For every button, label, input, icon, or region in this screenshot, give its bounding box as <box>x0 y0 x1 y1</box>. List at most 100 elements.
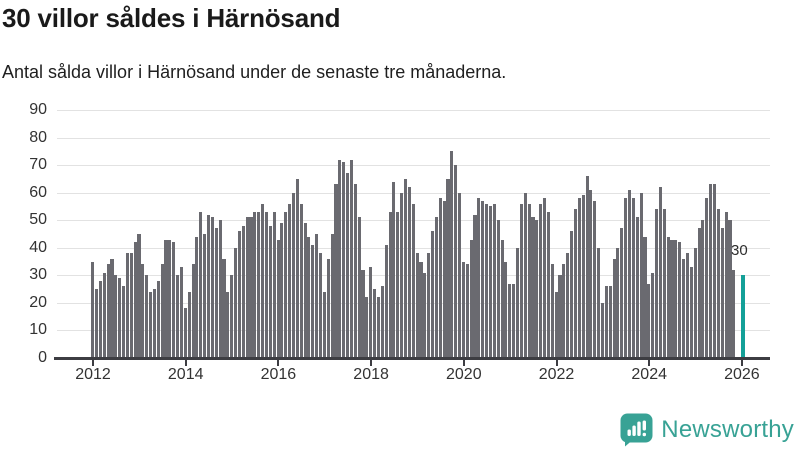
bar <box>666 236 670 358</box>
bar <box>612 258 616 358</box>
bar <box>311 245 315 358</box>
bar <box>149 291 153 358</box>
bar <box>512 283 516 358</box>
bar <box>369 267 373 358</box>
bar <box>349 159 353 358</box>
bar <box>342 162 346 358</box>
x-tick <box>740 358 743 366</box>
bar <box>145 275 149 358</box>
bar <box>245 217 249 358</box>
gridline <box>57 109 770 111</box>
bar <box>407 187 411 358</box>
bar <box>450 151 454 358</box>
bar <box>477 198 481 358</box>
bar <box>380 286 384 358</box>
bar <box>712 184 717 358</box>
bar <box>384 245 388 358</box>
bar <box>222 258 226 358</box>
bar <box>546 211 550 358</box>
bar <box>403 178 408 358</box>
bar <box>210 217 214 358</box>
bar <box>172 242 176 358</box>
bar <box>481 200 485 358</box>
x-tick <box>92 358 94 366</box>
bar <box>183 308 187 358</box>
bar <box>566 253 570 358</box>
bar <box>392 181 396 358</box>
newsworthy-logo[interactable]: Newsworthy <box>620 413 794 447</box>
gridline <box>57 137 770 139</box>
bar <box>693 247 697 358</box>
bar <box>670 239 674 358</box>
x-tick-label: 2026 <box>724 366 760 383</box>
bar <box>284 211 288 358</box>
bar <box>527 203 531 358</box>
bar <box>164 239 168 358</box>
bar <box>570 231 574 358</box>
bar <box>558 275 562 358</box>
chart-title: 30 villor såldes i Härnösand <box>2 3 341 33</box>
bar <box>496 220 500 358</box>
bar <box>322 291 326 358</box>
bar <box>261 203 265 358</box>
bar <box>353 184 357 358</box>
bar <box>689 267 693 358</box>
bar <box>620 228 624 358</box>
bar <box>291 192 296 358</box>
bar <box>415 253 419 358</box>
x-tick-label: 2022 <box>538 366 575 383</box>
bar <box>125 253 129 358</box>
bar <box>716 209 720 358</box>
bar <box>168 239 172 358</box>
bar <box>152 289 156 358</box>
bar <box>697 228 701 358</box>
bar <box>473 214 477 358</box>
bar <box>732 269 736 358</box>
bar <box>141 264 145 358</box>
bar <box>647 283 651 358</box>
bar <box>419 261 423 358</box>
bar <box>268 225 272 358</box>
bar <box>373 289 377 358</box>
bar <box>724 211 728 358</box>
bar <box>585 176 589 358</box>
bar <box>191 264 195 358</box>
bar <box>543 198 547 358</box>
bar <box>257 211 261 358</box>
bar <box>195 236 199 358</box>
bar <box>110 258 114 358</box>
bar <box>431 231 435 358</box>
bar <box>214 228 218 358</box>
bar <box>635 217 639 358</box>
x-tick <box>555 358 558 366</box>
y-tick-label: 40 <box>29 238 47 256</box>
bar <box>400 192 404 358</box>
bar <box>589 189 593 358</box>
bar <box>705 198 709 358</box>
bar <box>627 189 632 358</box>
bar <box>326 258 330 358</box>
bar <box>94 289 99 358</box>
bar <box>554 291 558 358</box>
bar <box>106 264 110 358</box>
bar <box>318 253 323 358</box>
bar <box>720 228 724 358</box>
bar <box>253 211 257 358</box>
latest-value-label: 30 <box>731 242 748 259</box>
bar <box>241 225 245 358</box>
x-tick-label: 2020 <box>446 366 482 383</box>
bar <box>655 209 659 358</box>
gridline <box>57 165 770 167</box>
bar <box>577 198 581 358</box>
bar <box>280 222 284 358</box>
x-tick <box>370 358 373 366</box>
x-tick-label: 2024 <box>631 366 667 383</box>
bar <box>179 267 184 358</box>
y-tick-label: 0 <box>38 349 47 366</box>
bar <box>129 253 133 358</box>
bar <box>454 165 458 358</box>
bar <box>176 275 180 358</box>
bar <box>249 217 253 358</box>
bar <box>531 217 535 358</box>
bar <box>187 291 191 358</box>
